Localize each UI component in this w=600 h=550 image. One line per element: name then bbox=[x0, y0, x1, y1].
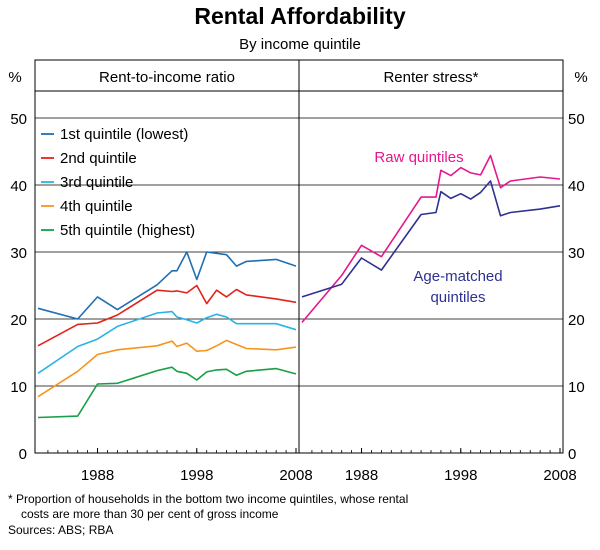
tick-layer bbox=[47, 448, 561, 453]
series-label-raw: Raw quintiles bbox=[374, 149, 463, 166]
x-tick-label: 1988 bbox=[81, 467, 114, 484]
legend-label: 5th quintile (highest) bbox=[60, 222, 195, 239]
panel-title: Renter stress* bbox=[383, 69, 478, 86]
footnote: * Proportion of households in the bottom… bbox=[8, 492, 588, 522]
y-tick-label-left: 0 bbox=[19, 446, 27, 463]
y-tick-label-right: 40 bbox=[568, 178, 585, 195]
series-line-2-1 bbox=[301, 154, 561, 323]
y-tick-label-right: 30 bbox=[568, 245, 585, 262]
y-tick-label-left: 50 bbox=[10, 111, 27, 128]
y-tick-label-left: 40 bbox=[10, 178, 27, 195]
series-line-1-3 bbox=[37, 310, 297, 374]
y-unit-left: % bbox=[8, 69, 21, 86]
x-tick-label: 1998 bbox=[444, 467, 477, 484]
series-line-2-2 bbox=[301, 180, 561, 298]
y-tick-label-left: 30 bbox=[10, 245, 27, 262]
x-tick-label: 1998 bbox=[180, 467, 213, 484]
series-line-1-4 bbox=[37, 339, 297, 398]
x-tick-label: 2008 bbox=[543, 467, 576, 484]
series-line-1-5 bbox=[37, 366, 297, 419]
y-tick-label-right: 20 bbox=[568, 312, 585, 329]
y-tick-label-right: 0 bbox=[568, 446, 576, 463]
series-line-1-2 bbox=[37, 284, 297, 347]
series-label-age-matched-1: Age-matched bbox=[413, 268, 502, 285]
grid-layer bbox=[35, 117, 563, 387]
legend-label: 2nd quintile bbox=[60, 150, 137, 167]
legend-label: 4th quintile bbox=[60, 198, 133, 215]
chart-subtitle: By income quintile bbox=[239, 36, 361, 53]
y-tick-label-right: 50 bbox=[568, 111, 585, 128]
y-unit-right: % bbox=[574, 69, 587, 86]
series-line-1-1 bbox=[37, 251, 297, 320]
y-tick-label-right: 10 bbox=[568, 379, 585, 396]
panel-title: Rent-to-income ratio bbox=[99, 69, 235, 86]
footnote-line-2: costs are more than 30 per cent of gross… bbox=[21, 507, 279, 521]
series-layer bbox=[37, 154, 561, 419]
legend-label: 1st quintile (lowest) bbox=[60, 126, 188, 143]
series-label-age-matched-2: quintiles bbox=[430, 289, 485, 306]
text-layer: Rent-to-income ratio 1988 1998 2008 0 10 20 30 4… bbox=[8, 69, 587, 484]
x-tick-label: 2008 bbox=[279, 467, 312, 484]
chart-title: Rental Affordability bbox=[194, 3, 406, 29]
footnote-line-1: * Proportion of households in the bottom… bbox=[8, 492, 409, 506]
chart-figure: Rent-to-income ratio 1988 1998 2008 0 10 20 30 4… bbox=[8, 59, 588, 484]
x-tick-label: 1988 bbox=[345, 467, 378, 484]
sources-note: Sources: ABS; RBA bbox=[8, 523, 114, 537]
y-tick-label-left: 10 bbox=[10, 379, 27, 396]
legend-label: 3rd quintile bbox=[60, 174, 133, 191]
y-tick-label-left: 20 bbox=[10, 312, 27, 329]
